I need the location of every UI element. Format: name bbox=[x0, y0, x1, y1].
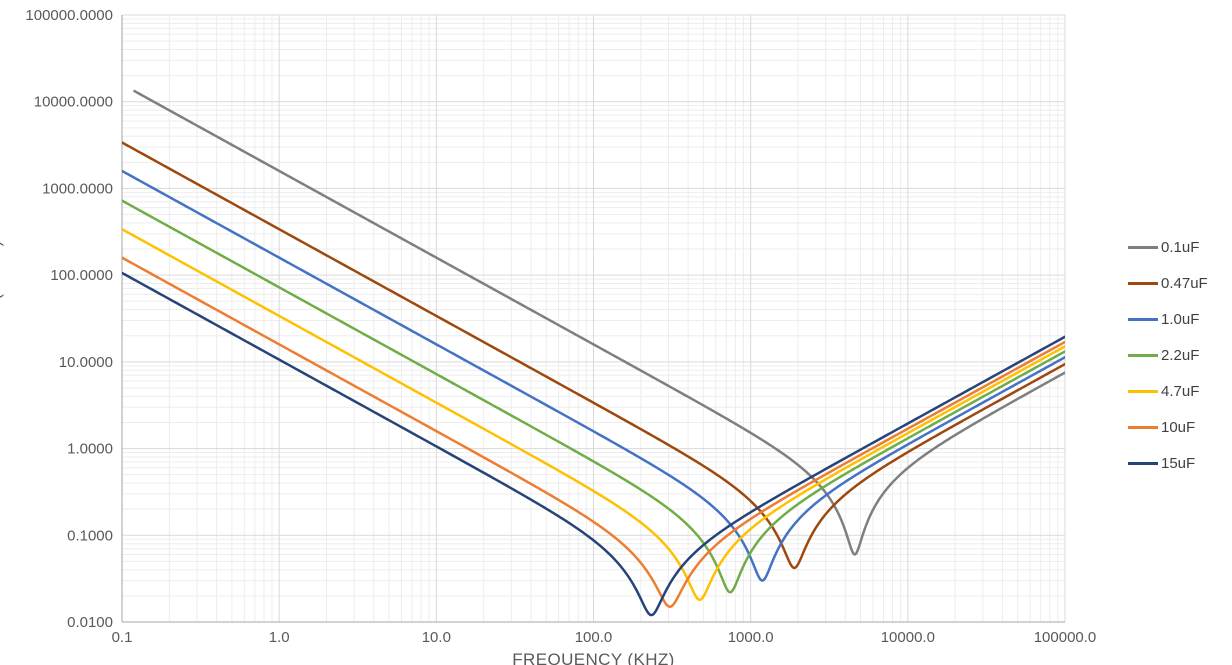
legend: 0.1uF 0.47uF 1.0uF 2.2uF 4.7uF 10uF 15uF bbox=[1128, 229, 1208, 481]
legend-label: 0.1uF bbox=[1161, 238, 1200, 256]
series-line-0.1uF bbox=[133, 89, 1065, 556]
y-axis-tick-label: 0.1000 bbox=[67, 527, 113, 544]
legend-line-swatch bbox=[1128, 425, 1158, 429]
legend-label: 2.2uF bbox=[1161, 346, 1200, 364]
y-axis-tick-label: 0.0100 bbox=[67, 614, 113, 631]
y-axis-tick-label: 100000.0000 bbox=[25, 7, 113, 24]
legend-line-swatch bbox=[1128, 281, 1158, 285]
legend-label: 10uF bbox=[1161, 418, 1196, 436]
legend-item-0.47uF: 0.47uF bbox=[1128, 265, 1208, 301]
legend-label: 4.7uF bbox=[1161, 382, 1200, 400]
x-axis-tick-label: 1.0 bbox=[269, 629, 290, 646]
legend-label: 15uF bbox=[1161, 454, 1196, 472]
legend-label: 0.47uF bbox=[1161, 274, 1208, 292]
legend-line-swatch bbox=[1128, 245, 1158, 249]
y-axis-tick-label: 10.0000 bbox=[59, 354, 113, 371]
legend-line-swatch bbox=[1128, 389, 1158, 393]
x-axis-tick-label: 0.1 bbox=[112, 629, 133, 646]
legend-label: 1.0uF bbox=[1161, 310, 1200, 328]
legend-item-1.0uF: 1.0uF bbox=[1128, 301, 1208, 337]
legend-item-2.2uF: 2.2uF bbox=[1128, 337, 1208, 373]
x-axis-tick-label: 10000.0 bbox=[881, 629, 935, 646]
legend-item-10uF: 10uF bbox=[1128, 409, 1208, 445]
x-axis-tick-label: 100000.0 bbox=[1034, 629, 1097, 646]
x-axis-tick-label: 100.0 bbox=[575, 629, 613, 646]
legend-line-swatch bbox=[1128, 461, 1158, 465]
legend-item-0.1uF: 0.1uF bbox=[1128, 229, 1208, 265]
series-line-1.0uF bbox=[122, 169, 1065, 582]
series-line-0.47uF bbox=[122, 141, 1065, 570]
legend-item-15uF: 15uF bbox=[1128, 445, 1208, 481]
y-axis-tick-label: 1000.0000 bbox=[42, 180, 113, 197]
series-line-10uF bbox=[122, 256, 1065, 608]
x-axis-tick-label: 10.0 bbox=[422, 629, 451, 646]
series-line-4.7uF bbox=[122, 227, 1065, 602]
series-line-15uF bbox=[122, 271, 1065, 617]
y-axis-title: IMPEDANCE (OHMS) bbox=[0, 240, 4, 400]
legend-line-swatch bbox=[1128, 353, 1158, 357]
x-axis-tick-label: 1000.0 bbox=[728, 629, 774, 646]
legend-item-4.7uF: 4.7uF bbox=[1128, 373, 1208, 409]
y-axis-tick-label: 1.0000 bbox=[67, 441, 113, 458]
y-axis-tick-label: 10000.0000 bbox=[34, 94, 113, 111]
series-line-2.2uF bbox=[122, 199, 1065, 594]
x-axis-title: FREQUENCY (KHZ) bbox=[512, 650, 675, 665]
legend-line-swatch bbox=[1128, 317, 1158, 321]
y-axis-tick-label: 100.0000 bbox=[50, 267, 113, 284]
